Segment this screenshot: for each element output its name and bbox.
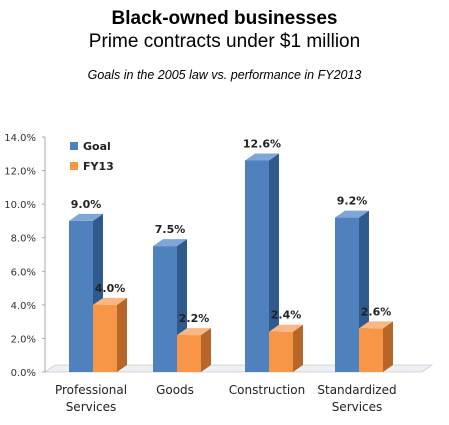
y-tick-label: 10.0% bbox=[4, 200, 36, 211]
goal-data-label: 12.6% bbox=[243, 138, 281, 151]
fy13-bar-side bbox=[201, 328, 211, 372]
legend-label-fy13: FY13 bbox=[83, 160, 114, 173]
legend-label-goal: Goal bbox=[83, 140, 111, 153]
fy13-bar-top bbox=[177, 328, 211, 336]
fy13-data-label: 2.6% bbox=[361, 305, 392, 318]
goal-bar bbox=[153, 246, 177, 372]
goal-bar-top bbox=[153, 239, 187, 247]
fy13-bar-side bbox=[383, 321, 393, 372]
fy13-bar-top bbox=[93, 297, 127, 305]
legend-swatch-fy13 bbox=[70, 162, 78, 170]
chart-title: Black-owned businesses bbox=[111, 8, 338, 29]
fy13-bar-side bbox=[293, 324, 303, 372]
y-tick-label: 0.0% bbox=[11, 368, 36, 379]
x-category-label: Professional Services bbox=[55, 383, 127, 414]
goal-data-label: 9.0% bbox=[71, 198, 102, 211]
fy13-bar bbox=[359, 328, 383, 372]
goal-bar-top bbox=[69, 213, 103, 221]
chart-subtitle: Prime contracts under $1 million bbox=[88, 31, 361, 52]
goal-data-label: 9.2% bbox=[337, 195, 368, 208]
y-tick-label: 14.0% bbox=[4, 133, 36, 144]
y-tick-label: 6.0% bbox=[11, 267, 36, 278]
chart-caption: Goals in the 2005 law vs. performance in… bbox=[87, 68, 362, 82]
goal-bar bbox=[245, 160, 269, 372]
fy13-bar bbox=[177, 335, 201, 372]
x-category-label: Goods bbox=[156, 383, 194, 397]
y-tick-label: 12.0% bbox=[4, 167, 36, 178]
goal-bar-top bbox=[335, 210, 369, 218]
goal-bar bbox=[69, 220, 93, 372]
goal-bar bbox=[335, 217, 359, 372]
x-category-label: Construction bbox=[229, 383, 305, 397]
fy13-bar-side bbox=[117, 297, 127, 372]
fy13-data-label: 4.0% bbox=[95, 282, 126, 295]
x-category-label: Standardized Services bbox=[317, 383, 396, 414]
fy13-bar-top bbox=[269, 324, 303, 332]
fy13-data-label: 2.4% bbox=[271, 309, 302, 322]
goal-bar-side bbox=[269, 153, 279, 372]
legend-swatch-goal bbox=[70, 142, 78, 150]
goal-data-label: 7.5% bbox=[155, 223, 186, 236]
fy13-bar-top bbox=[359, 321, 393, 329]
y-tick-label: 2.0% bbox=[11, 334, 36, 345]
fy13-data-label: 2.2% bbox=[179, 312, 210, 325]
fy13-bar bbox=[269, 331, 293, 372]
y-tick-label: 8.0% bbox=[11, 234, 36, 245]
goal-bar-top bbox=[245, 153, 279, 161]
fy13-bar bbox=[93, 304, 117, 372]
y-tick-label: 4.0% bbox=[11, 301, 36, 312]
